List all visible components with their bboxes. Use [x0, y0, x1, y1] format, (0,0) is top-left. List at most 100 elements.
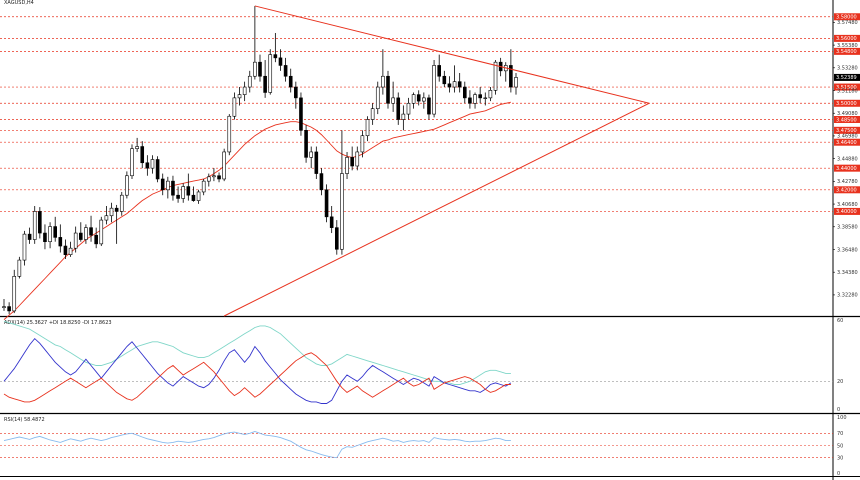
candle — [242, 81, 247, 102]
candle-body — [406, 102, 411, 115]
candle-body — [493, 61, 498, 91]
candle-body — [457, 81, 462, 88]
candle — [63, 239, 68, 260]
adx-pane: ADX(14) 25.3627 +DI 18.8250 -DI 17.8623 6… — [0, 318, 843, 413]
candle-body — [84, 227, 88, 240]
candle-body — [201, 180, 206, 193]
candle — [171, 175, 175, 201]
candle — [12, 269, 17, 314]
candle — [437, 54, 442, 82]
candle — [288, 68, 293, 93]
candle — [145, 155, 150, 176]
candle — [483, 92, 488, 106]
candle — [99, 216, 104, 247]
candle-body — [160, 178, 165, 191]
candle-body — [222, 151, 226, 180]
candle-body — [171, 180, 175, 196]
candle-body — [447, 83, 452, 88]
candle-body — [391, 97, 395, 104]
adx-tick-label: 20 — [837, 379, 843, 385]
candle-body — [432, 65, 436, 115]
candle — [386, 70, 390, 109]
candle-body — [68, 247, 73, 255]
candle-body — [119, 194, 124, 212]
candle-body — [473, 94, 477, 104]
level-badge — [834, 13, 860, 21]
price-tick-label: 3.55380 — [837, 43, 858, 49]
candle-body — [442, 75, 447, 85]
candle — [212, 168, 216, 182]
plus-di-line — [3, 337, 512, 404]
price-tick-label: 3.36480 — [837, 247, 858, 253]
candle — [227, 114, 232, 156]
candle — [17, 256, 22, 279]
candle — [201, 178, 206, 196]
candle-body — [176, 194, 180, 199]
candle — [176, 186, 180, 203]
candle-body — [288, 75, 293, 88]
level-label: 3.50000 — [836, 101, 857, 107]
price-tick-label: 3.46980 — [837, 134, 858, 140]
candle — [329, 206, 334, 234]
current-price-badge — [834, 73, 860, 81]
candle-body — [462, 86, 467, 99]
candle-body — [104, 215, 109, 221]
candle-body — [299, 97, 303, 131]
candle — [375, 81, 380, 115]
candle — [160, 173, 165, 196]
candle-body — [109, 207, 114, 217]
level-label: 3.58000 — [836, 15, 857, 21]
adx-line — [3, 320, 511, 385]
candle-body — [283, 65, 288, 77]
level-badge — [834, 83, 860, 91]
candle-body — [2, 306, 6, 308]
candle-body — [334, 227, 339, 250]
moving-average-line — [3, 101, 511, 320]
candle-body — [196, 191, 201, 201]
rsi-label: RSI(14) 58.4872 — [4, 417, 45, 423]
level-badge — [834, 47, 860, 55]
candle — [473, 92, 477, 109]
candle — [150, 155, 155, 174]
candle-body — [247, 75, 252, 88]
candle — [22, 230, 27, 266]
candle — [263, 60, 267, 98]
candle-body — [427, 97, 431, 115]
current-price-label: 3.52389 — [836, 75, 857, 81]
candle-body — [22, 233, 27, 261]
candle — [268, 49, 273, 95]
candle-body — [17, 259, 22, 277]
candle-body — [155, 159, 160, 180]
candle-body — [324, 189, 329, 218]
rsi-tick-label: 100 — [837, 415, 847, 421]
candle — [7, 302, 11, 315]
candle — [253, 5, 257, 80]
candle — [406, 97, 411, 120]
candle-body — [509, 65, 513, 88]
candle — [2, 299, 6, 311]
candle — [237, 87, 242, 106]
level-label: 3.46400 — [836, 140, 857, 146]
candle — [488, 87, 493, 102]
candle — [299, 92, 303, 136]
level-label: 3.42000 — [836, 188, 857, 194]
rsi-tick-label: 70 — [837, 431, 843, 437]
price-tick-label: 3.49080 — [837, 111, 858, 117]
candle-body — [340, 173, 344, 250]
candle — [48, 222, 52, 249]
candle-body — [488, 90, 493, 99]
candle — [89, 215, 93, 242]
candle-body — [345, 157, 349, 174]
level-badge — [834, 164, 860, 172]
candle — [396, 92, 401, 125]
candle — [135, 137, 139, 152]
candle — [509, 49, 513, 93]
candle-body — [314, 151, 319, 174]
candle — [401, 105, 406, 131]
candle-body — [278, 57, 283, 66]
candle — [334, 220, 339, 255]
candle — [130, 144, 134, 179]
candle-body — [396, 97, 401, 120]
candle-body — [263, 75, 267, 93]
candle-body — [186, 186, 191, 196]
